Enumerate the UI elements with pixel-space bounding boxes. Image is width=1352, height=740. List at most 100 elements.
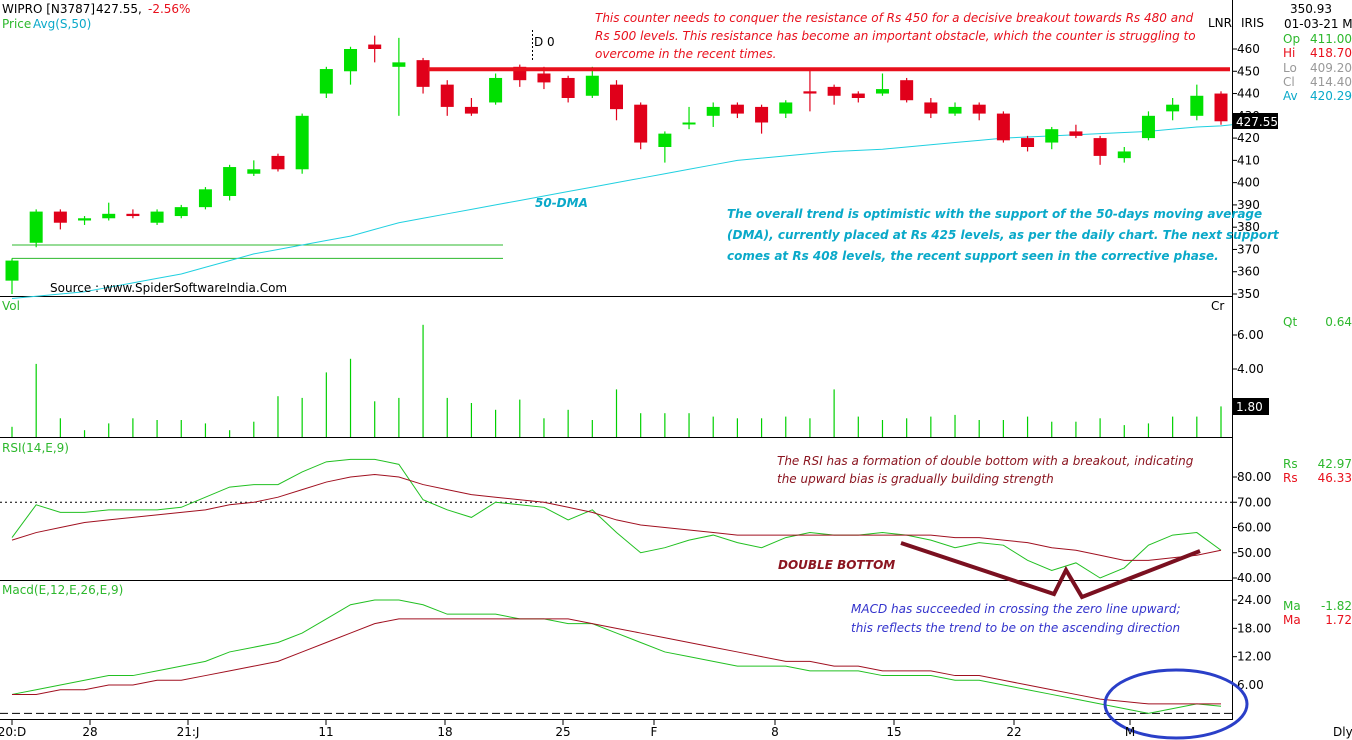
volume-last-box (1233, 398, 1269, 415)
rsi-tick-label: 50.00 (1237, 546, 1271, 560)
volume-label: Vol (2, 299, 20, 313)
qt-label: Qt (1283, 315, 1297, 329)
x-tick-label: 25 (555, 725, 570, 739)
price-tick-label: 390 (1237, 198, 1260, 212)
symbol-label: WIPRO [N3787] (2, 2, 95, 16)
volume-unit: Cr (1211, 299, 1224, 313)
date-label: 01-03-21 Mo (1284, 17, 1352, 31)
ohlc-readout: Op 411.00 Hi 418.70 Lo 409.20 Cl 414.40 … (1283, 32, 1352, 103)
x-tick-label: 20:D (0, 725, 26, 739)
macd-highlight-circle (1103, 668, 1249, 740)
last-price: 427.55, (96, 2, 142, 16)
rsi-tick-label: 80.00 (1237, 470, 1271, 484)
price-tick-label: 350 (1237, 287, 1260, 301)
candle-body (247, 169, 261, 174)
ma1-value: -1.82 (1321, 599, 1352, 613)
candle-body (416, 60, 430, 87)
candle-body (634, 104, 648, 143)
candle-body (1190, 95, 1204, 116)
support-lines (12, 244, 503, 259)
candle-body (78, 218, 92, 221)
x-tick-label: 22 (1006, 725, 1021, 739)
macd-series-line (11, 599, 1222, 714)
price-tick-label: 440 (1237, 87, 1260, 101)
macd-tick-label: 18.00 (1237, 621, 1271, 635)
last-price-box (1233, 113, 1278, 129)
candle-body (1117, 151, 1131, 159)
rs2-value: 46.33 (1318, 471, 1352, 485)
candle-body (972, 104, 986, 114)
macd-series-line (12, 618, 1221, 705)
candle-body (561, 77, 575, 98)
price-tick-label: 460 (1237, 42, 1260, 56)
macd-axis: 24.00 18.00 12.00 6.00 (1232, 593, 1271, 692)
lo-label: Lo (1283, 61, 1297, 75)
volume-tick-label: 6.00 (1237, 328, 1264, 342)
rsi-tick-label: 70.00 (1237, 495, 1271, 509)
candle-body (368, 44, 382, 49)
resistance-note-1: This counter needs to conquer the resist… (595, 11, 1194, 25)
candle-body (5, 260, 19, 281)
candle-body (851, 93, 865, 98)
price-tick-label: 400 (1237, 176, 1260, 190)
candle-body (464, 106, 478, 114)
ma2-value: 1.72 (1325, 613, 1352, 627)
candle-body (803, 91, 817, 94)
rsi-axis: 80.00 70.00 60.00 50.00 40.00 (1232, 470, 1271, 585)
candle-body (610, 84, 623, 110)
candle-body (585, 75, 599, 96)
hi-label: Hi (1283, 46, 1295, 60)
chart-header: WIPRO [N3787] 427.55, -2.56% Price Avg(S… (2, 2, 1352, 49)
x-axis: 20:D 28 21:J 11 18 25 F 8 15 22 M (0, 720, 1135, 739)
price-tick-label: 420 (1237, 131, 1260, 145)
candle-body (875, 89, 889, 94)
avg-label: Avg(S,50) (33, 17, 91, 31)
macd-note-1: MACD has succeeded in crossing the zero … (851, 602, 1181, 616)
iris-label: IRIS (1241, 16, 1264, 30)
candle-body (392, 62, 406, 67)
candle-body (295, 115, 309, 170)
candle-body (440, 84, 454, 107)
candle-body (755, 106, 769, 123)
macd-note-2: this reflects the trend to be on the asc… (851, 621, 1180, 635)
dma-line (11, 124, 1233, 299)
macd-tick-label: 24.00 (1237, 593, 1271, 607)
rs1-label: Rs (1283, 457, 1298, 471)
double-bottom-shape (900, 541, 1201, 600)
candle-body (271, 155, 285, 170)
volume-axis: 6.00 4.00 (1232, 328, 1264, 376)
dma-polyline (11, 124, 1233, 299)
x-tick-label: 21:J (177, 725, 200, 739)
op-value: 411.00 (1310, 32, 1352, 46)
price-tick-label: 380 (1237, 220, 1260, 234)
candle-body (900, 80, 914, 101)
rsi-note-2: the upward bias is gradually building st… (777, 472, 1054, 486)
candle-body (730, 104, 744, 114)
volume-bars (11, 324, 1222, 437)
top-value: 350.93 (1290, 2, 1332, 16)
candle-body (150, 211, 164, 223)
macd-label: Macd(E,12,E,26,E,9) (2, 583, 123, 597)
price-tick-label: 410 (1237, 153, 1260, 167)
support-note-2: (DMA), currently placed at Rs 425 levels… (727, 228, 1280, 242)
lo-value: 409.20 (1310, 61, 1352, 75)
rsi-annotation: The RSI has a formation of double bottom… (777, 454, 1194, 486)
ma2-label: Ma (1283, 613, 1301, 627)
support-note-1: The overall trend is optimistic with the… (727, 207, 1262, 221)
resistance-note-2: Rs 500 levels. This resistance has becom… (595, 29, 1196, 43)
candle-body (102, 213, 116, 219)
source-label: Source : www.SpiderSoftwareIndia.Com (50, 281, 287, 295)
price-axis: 460450440430420410400390380370360350 (1232, 42, 1260, 301)
macd-annotation: MACD has succeeded in crossing the zero … (851, 602, 1181, 635)
candle-body (779, 102, 793, 114)
rsi-note-1: The RSI has a formation of double bottom… (777, 454, 1194, 468)
candle-body (658, 133, 672, 147)
cl-label: Cl (1283, 75, 1295, 89)
av-label: Av (1283, 89, 1298, 103)
candle-body (948, 106, 962, 114)
rs1-value: 42.97 (1318, 457, 1352, 471)
x-tick-label: M (1125, 725, 1135, 739)
hi-value: 418.70 (1310, 46, 1352, 60)
x-tick-label: 15 (886, 725, 901, 739)
